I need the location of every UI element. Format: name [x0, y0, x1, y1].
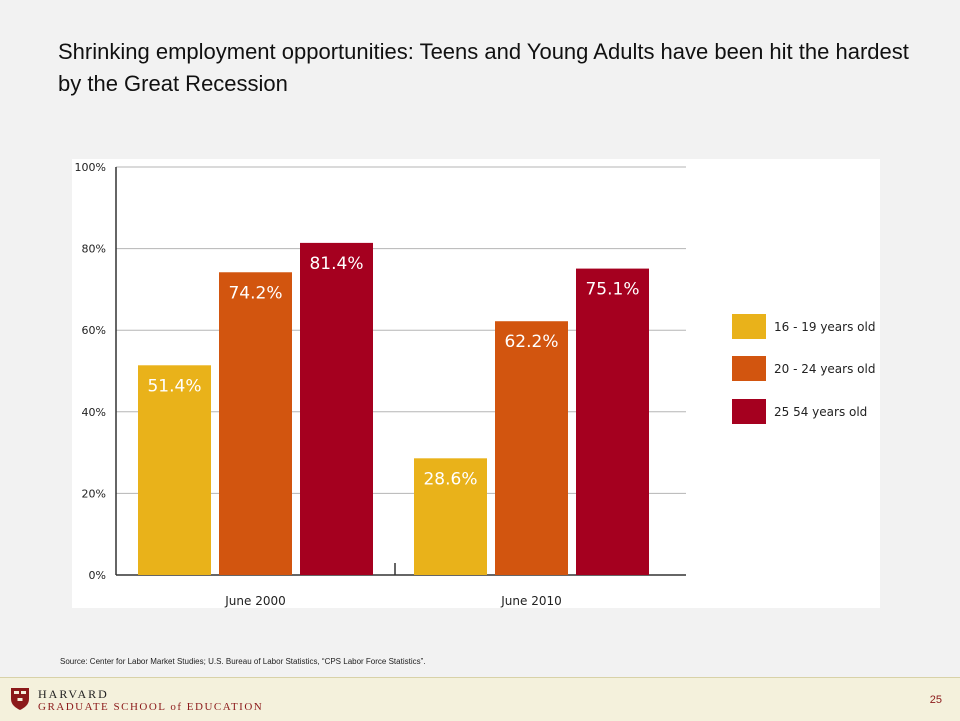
y-tick-label: 0%: [89, 569, 106, 582]
data-label: 51.4%: [147, 376, 201, 396]
bar-chart: 0% 20% 40% 60% 80% 100% 51.4% 74.2% 81.4% June 20…: [75, 161, 876, 608]
slide-title: Shrinking employment opportunities: Teen…: [58, 39, 909, 96]
y-tick-label: 80%: [82, 243, 106, 256]
legend-swatch: [732, 356, 766, 381]
legend-label: 25 54 years old: [774, 405, 867, 419]
data-label: 81.4%: [309, 254, 363, 274]
y-tick-label: 40%: [82, 406, 106, 419]
y-tick-label: 60%: [82, 324, 106, 337]
legend-swatch: [732, 314, 766, 339]
footer-bar: HARVARD GRADUATE SCHOOL of EDUCATION 25: [0, 677, 960, 721]
bar: [576, 268, 649, 575]
bar: [219, 272, 292, 575]
bar: [138, 365, 211, 575]
legend-swatch: [732, 399, 766, 424]
page-number: 25: [929, 694, 942, 706]
data-label: 75.1%: [585, 280, 639, 300]
data-label: 62.2%: [504, 332, 558, 352]
legend-label: 20 - 24 years old: [774, 362, 875, 376]
bar: [300, 242, 373, 575]
chart-panel: 0% 20% 40% 60% 80% 100% 51.4% 74.2% 81.4% June 20…: [72, 159, 880, 608]
category-label: June 2010: [500, 594, 562, 608]
harvard-shield-icon: [11, 688, 29, 710]
data-label: 28.6%: [423, 469, 477, 489]
org-name: HARVARD: [38, 687, 109, 701]
bar: [495, 321, 568, 575]
category-label: June 2000: [224, 594, 286, 608]
school-name: GRADUATE SCHOOL of EDUCATION: [38, 701, 264, 713]
legend-label: 16 - 19 years old: [774, 320, 875, 334]
source-note: Source: Center for Labor Market Studies;…: [60, 657, 426, 666]
y-tick-label: 20%: [82, 487, 106, 500]
bar: [414, 458, 487, 575]
y-tick-label: 100%: [75, 161, 106, 174]
data-label: 74.2%: [228, 283, 282, 303]
